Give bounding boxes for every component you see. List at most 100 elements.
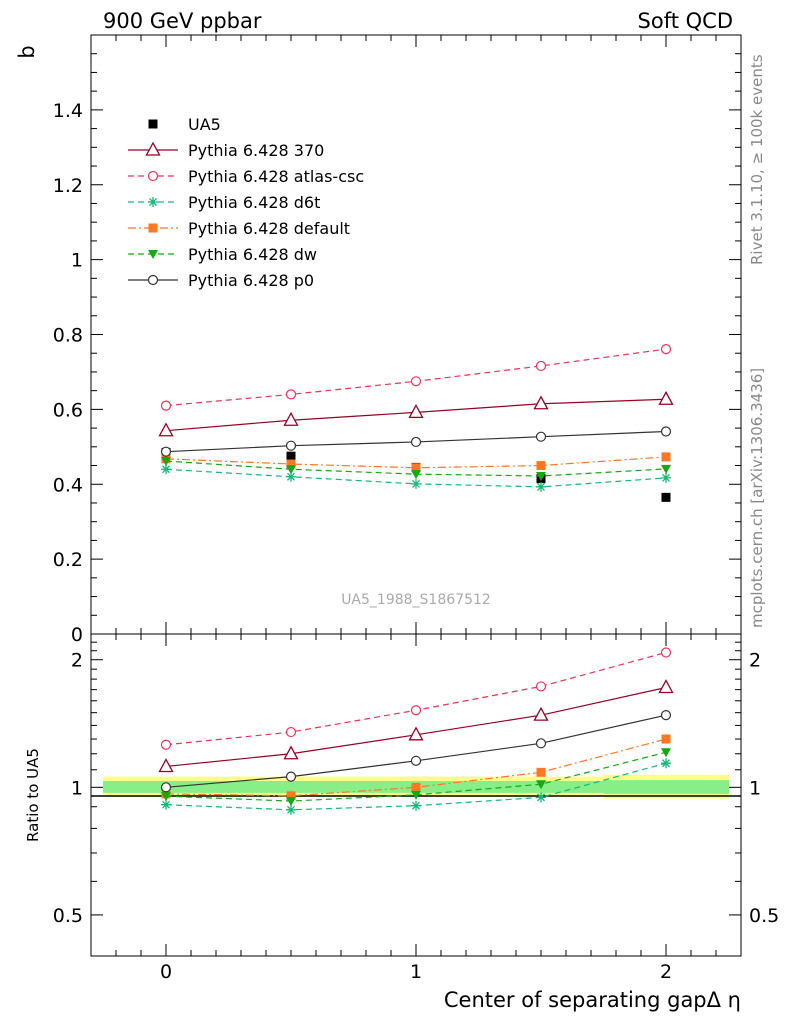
- legend-marker: [148, 119, 158, 129]
- ratio-y-tick-label: 1: [71, 777, 83, 799]
- ratio-y-axis-label: Ratio to UA5: [24, 748, 42, 842]
- mcplots-label: mcplots.cern.ch [arXiv:1306.3436]: [748, 368, 766, 628]
- ratio-data-point: [535, 738, 547, 749]
- main-data-point: [660, 426, 672, 437]
- ratio-data-point: [160, 739, 172, 750]
- main-data-point: [161, 464, 171, 475]
- ratio-plot-frame: [90, 633, 742, 957]
- legend-label: Pythia 6.428 default: [188, 219, 350, 238]
- legend-marker: [148, 250, 158, 259]
- y-tick-label: 0.8: [53, 325, 83, 347]
- ratio-series-4: [161, 748, 671, 807]
- main-data-point: [535, 360, 547, 372]
- main-series-6: [160, 426, 672, 457]
- header-right-label: Soft QCD: [638, 9, 733, 33]
- main-series-group: [158, 344, 674, 502]
- legend-entry: Pythia 6.428 dw: [128, 245, 317, 264]
- ratio-y-tick-label: 0.5: [53, 905, 83, 927]
- main-data-point: [410, 436, 422, 448]
- ratio-data-point: [535, 681, 547, 692]
- legend: UA5 Pythia 6.428 370 Pythia 6.428 atlas-cs…: [128, 115, 364, 290]
- main-data-point: [286, 465, 296, 475]
- ratio-data-point: [661, 734, 671, 744]
- y-tick-label: 1.2: [53, 175, 83, 197]
- main-data-point: [658, 390, 674, 405]
- main-data-point: [661, 492, 671, 502]
- ratio-data-point: [411, 790, 421, 800]
- main-data-point: [661, 464, 671, 474]
- x-axis-label: Center of separating gapΔ η: [444, 988, 741, 1012]
- legend-entry: Pythia 6.428 atlas-csc: [128, 167, 364, 186]
- legend-entry: Pythia 6.428 default: [128, 219, 350, 238]
- ratio-data-point: [410, 755, 422, 766]
- main-series-2: [160, 344, 672, 411]
- legend-marker: [148, 197, 158, 207]
- main-data-point: [411, 478, 421, 489]
- legend-entry: UA5: [148, 115, 221, 134]
- x-tick-label: 1: [410, 961, 422, 983]
- main-data-point: [160, 446, 172, 457]
- ratio-y-tick-label-right: 0.5: [749, 905, 779, 927]
- ratio-series-group: [158, 647, 674, 815]
- main-data-point: [285, 389, 297, 400]
- legend-label: Pythia 6.428 d6t: [188, 193, 320, 212]
- main-data-point: [408, 404, 424, 419]
- ratio-y-tick-label: 2: [71, 650, 83, 672]
- legend-entry: Pythia 6.428 370: [128, 141, 324, 160]
- main-data-point: [286, 459, 296, 469]
- main-data-point: [533, 395, 549, 410]
- ratio-data-point: [661, 748, 671, 758]
- legend-marker: [148, 223, 158, 233]
- header-left-label: 900 GeV ppbar: [103, 9, 262, 33]
- main-data-point: [411, 463, 421, 473]
- main-data-point: [411, 470, 421, 480]
- main-data-point: [536, 481, 546, 492]
- ratio-data-point: [160, 782, 172, 793]
- ratio-series-line: [165, 714, 667, 788]
- ratio-data-point: [660, 710, 672, 721]
- ratio-data-point: [158, 758, 174, 773]
- ratio-series-2: [161, 758, 671, 815]
- main-data-point: [536, 461, 546, 471]
- ratio-y-tick-label-right: 2: [749, 650, 761, 672]
- main-data-point: [286, 451, 296, 461]
- ratio-data-point: [161, 792, 171, 802]
- main-data-point: [410, 376, 422, 387]
- ratio-data-point: [410, 705, 422, 716]
- main-series-4: [161, 452, 671, 473]
- ratio-data-point: [536, 767, 546, 777]
- y-tick-label: 0.2: [53, 549, 83, 571]
- ratio-y-tick-label-right: 1: [749, 777, 761, 799]
- main-data-point: [286, 471, 296, 482]
- ratio-data-point: [408, 726, 424, 741]
- legend-marker: [145, 141, 161, 156]
- main-data-point: [283, 411, 299, 426]
- main-series-5: [161, 457, 671, 482]
- y-tick-label: 1: [71, 250, 83, 272]
- ratio-data-point: [411, 782, 421, 792]
- legend-label: Pythia 6.428 dw: [188, 245, 317, 264]
- ratio-series-0: [158, 679, 674, 773]
- main-series-1: [158, 390, 674, 437]
- analysis-watermark: UA5_1988_S1867512: [341, 592, 491, 608]
- ratio-data-point: [660, 647, 672, 658]
- y-tick-label: 1.4: [53, 100, 83, 122]
- main-data-point: [160, 400, 172, 411]
- main-data-point: [661, 452, 671, 462]
- main-data-point: [161, 457, 171, 467]
- ratio-series-1: [160, 647, 672, 750]
- legend-label: UA5: [188, 115, 221, 134]
- ratio-data-point: [285, 771, 297, 782]
- ratio-axis-ticks: 0.5 0.5 1 1 2 2 0 1 2: [53, 634, 779, 983]
- legend-label: Pythia 6.428 370: [188, 141, 324, 160]
- legend-label: Pythia 6.428 atlas-csc: [188, 167, 364, 186]
- ratio-data-point: [661, 758, 671, 769]
- legend-entry: Pythia 6.428 d6t: [128, 193, 320, 212]
- ratio-data-point: [286, 804, 296, 815]
- main-y-axis-label: b: [15, 45, 39, 58]
- y-tick-label: 0.4: [53, 474, 83, 496]
- legend-label: Pythia 6.428 p0: [188, 271, 314, 290]
- ratio-data-point: [658, 679, 674, 694]
- ratio-data-point: [286, 797, 296, 807]
